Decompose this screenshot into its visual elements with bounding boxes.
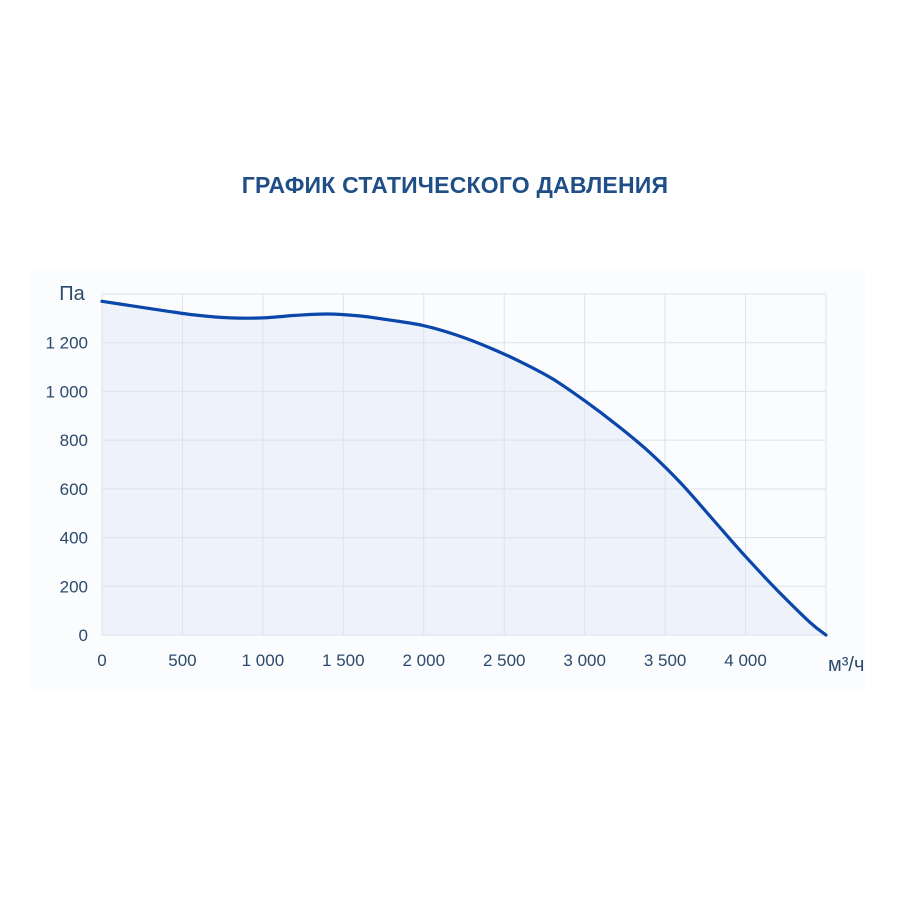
y-tick-label: 600 [60,480,88,499]
y-tick-label: 400 [60,529,88,548]
x-tick-label: 1 500 [322,651,365,670]
y-axis-unit-label: Па [59,283,85,305]
y-tick-label: 0 [79,626,88,645]
x-axis-unit-label: м³/ч [828,654,864,676]
x-tick-label: 3 000 [563,651,606,670]
pressure-curve-line [100,299,828,637]
x-tick-label: 3 500 [644,651,687,670]
x-tick-label: 0 [97,651,106,670]
y-tick-label: 1 000 [45,382,88,401]
y-tick-label: 200 [60,577,88,596]
x-tick-label: 2 000 [403,651,446,670]
pressure-area-fill [102,301,826,635]
x-tick-label: 2 500 [483,651,526,670]
y-tick-label: 1 200 [45,334,88,353]
x-tick-label: 1 000 [242,651,285,670]
x-tick-label: 500 [168,651,196,670]
chart-title: ГРАФИК СТАТИЧЕСКОГО ДАВЛЕНИЯ [241,172,669,198]
y-tick-label: 800 [60,431,88,450]
x-tick-label: 4 000 [724,651,767,670]
